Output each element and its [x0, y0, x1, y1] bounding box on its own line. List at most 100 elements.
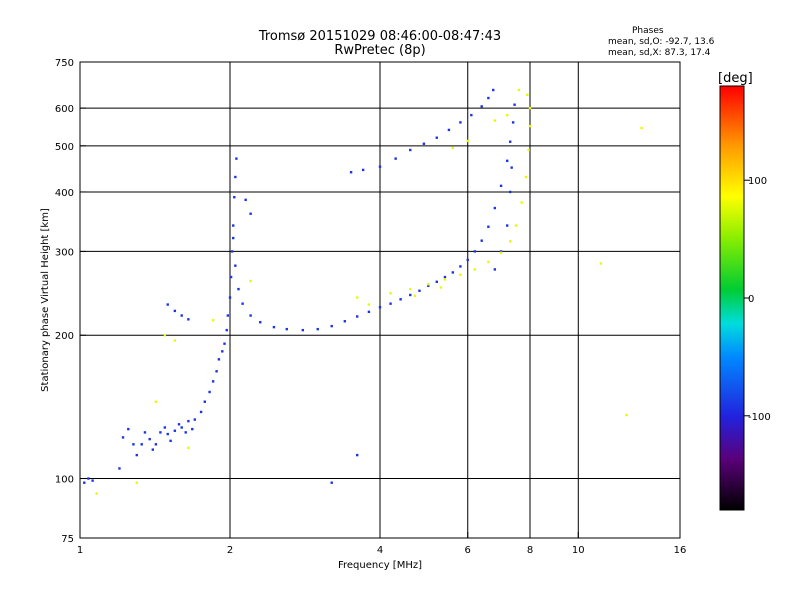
y-tick-label: 100 — [55, 475, 74, 486]
x-mode-point — [187, 446, 190, 450]
o-mode-point — [418, 289, 421, 292]
o-mode-point — [492, 88, 495, 92]
o-mode-point — [87, 477, 90, 480]
x-tick-label: 10 — [572, 545, 585, 556]
o-mode-point — [473, 250, 477, 253]
x-mode-point — [505, 113, 509, 117]
x-tick-label: 8 — [527, 545, 533, 556]
x-mode-point — [520, 201, 523, 204]
o-mode-point — [349, 171, 353, 174]
o-mode-point — [493, 206, 497, 210]
grid-lines — [80, 62, 680, 538]
o-mode-point — [230, 250, 234, 253]
o-mode-point — [233, 195, 236, 199]
o-mode-point — [180, 314, 183, 317]
o-mode-point — [394, 157, 397, 160]
x-mode-point — [135, 481, 138, 484]
o-mode-point — [259, 321, 262, 324]
o-mode-point — [466, 258, 469, 262]
x-tick-label: 6 — [465, 545, 471, 556]
o-mode-point — [409, 293, 412, 297]
o-mode-point — [330, 324, 333, 328]
o-mode-point — [169, 439, 172, 443]
y-tick-label: 300 — [55, 247, 74, 258]
o-mode-point — [343, 320, 347, 323]
x-mode-point — [249, 279, 252, 283]
x-mode-point — [508, 240, 512, 243]
o-mode-point — [355, 453, 359, 457]
x-mode-point — [409, 287, 412, 291]
o-mode-point — [389, 302, 392, 305]
o-mode-point — [232, 224, 235, 227]
o-mode-point — [330, 481, 333, 484]
x-axis-ticks: 1 2 4 6 8 10 16 — [77, 532, 686, 556]
o-mode-point — [173, 309, 177, 313]
x-mode-point — [154, 400, 158, 403]
o-mode-point — [234, 264, 237, 267]
x-mode-point — [517, 88, 521, 92]
o-mode-point — [203, 400, 206, 403]
o-mode-point — [208, 390, 211, 394]
y-axis-ticks: 75 100 200 300 400 500 600 750 — [55, 58, 86, 545]
x-mode-point — [95, 492, 98, 495]
o-mode-point — [470, 113, 473, 117]
o-mode-point — [301, 328, 305, 332]
o-mode-point — [187, 419, 190, 423]
o-mode-point — [435, 136, 438, 139]
o-mode-point — [499, 250, 503, 253]
o-mode-point — [91, 479, 94, 482]
x-mode-point — [625, 413, 628, 417]
y-tick-label: 750 — [55, 58, 74, 69]
o-mode-point — [217, 358, 221, 361]
o-mode-point — [148, 437, 151, 441]
o-mode-point — [118, 467, 121, 470]
x-mode-point — [367, 303, 371, 306]
x-axis-label: Frequency [MHz] — [338, 560, 422, 571]
o-mode-point — [443, 275, 447, 279]
o-mode-point — [285, 327, 288, 331]
o-mode-point — [505, 224, 509, 227]
o-mode-point — [215, 370, 218, 373]
o-mode-point — [199, 410, 203, 414]
chart-title: Tromsø 20151029 08:46:00-08:47:43 — [258, 29, 501, 44]
x-mode-point — [528, 124, 532, 128]
o-mode-point — [435, 280, 438, 283]
x-mode-point — [514, 224, 518, 227]
o-mode-point — [367, 310, 371, 314]
x-mode-point — [526, 93, 529, 96]
o-mode-point — [140, 443, 143, 446]
colorbar — [719, 85, 745, 511]
x-tick-label: 1 — [77, 545, 83, 556]
o-mode-point — [193, 418, 197, 421]
x-mode-point — [427, 283, 430, 286]
o-mode-point — [121, 436, 125, 439]
o-mode-point — [143, 431, 147, 434]
x-tick-label: 2 — [227, 545, 233, 556]
o-mode-point — [505, 159, 509, 163]
y-tick-label: 200 — [55, 331, 74, 342]
o-mode-point — [223, 342, 226, 345]
o-mode-point — [480, 105, 483, 108]
o-mode-point — [228, 296, 232, 299]
data-points — [83, 88, 643, 495]
o-mode-point — [159, 431, 162, 434]
o-mode-point — [399, 298, 402, 301]
x-mode-point — [413, 294, 417, 298]
o-mode-point — [237, 287, 240, 291]
legend-heading: Phases — [632, 26, 664, 36]
o-mode-point — [378, 306, 382, 309]
o-mode-point — [166, 303, 169, 306]
o-mode-point — [187, 318, 190, 321]
o-mode-point — [513, 103, 516, 106]
o-mode-point — [272, 325, 276, 329]
o-mode-point — [511, 121, 515, 124]
x-mode-point — [459, 273, 462, 276]
x-mode-point — [451, 146, 455, 150]
o-mode-point — [163, 426, 167, 429]
o-mode-point — [459, 121, 462, 124]
o-mode-point — [229, 275, 233, 279]
plot-area: 1 2 4 6 8 10 16 75 100 200 300 400 500 600 750 — [55, 58, 686, 556]
o-mode-point — [508, 140, 512, 143]
o-mode-point — [447, 128, 451, 132]
o-mode-point — [154, 443, 158, 446]
